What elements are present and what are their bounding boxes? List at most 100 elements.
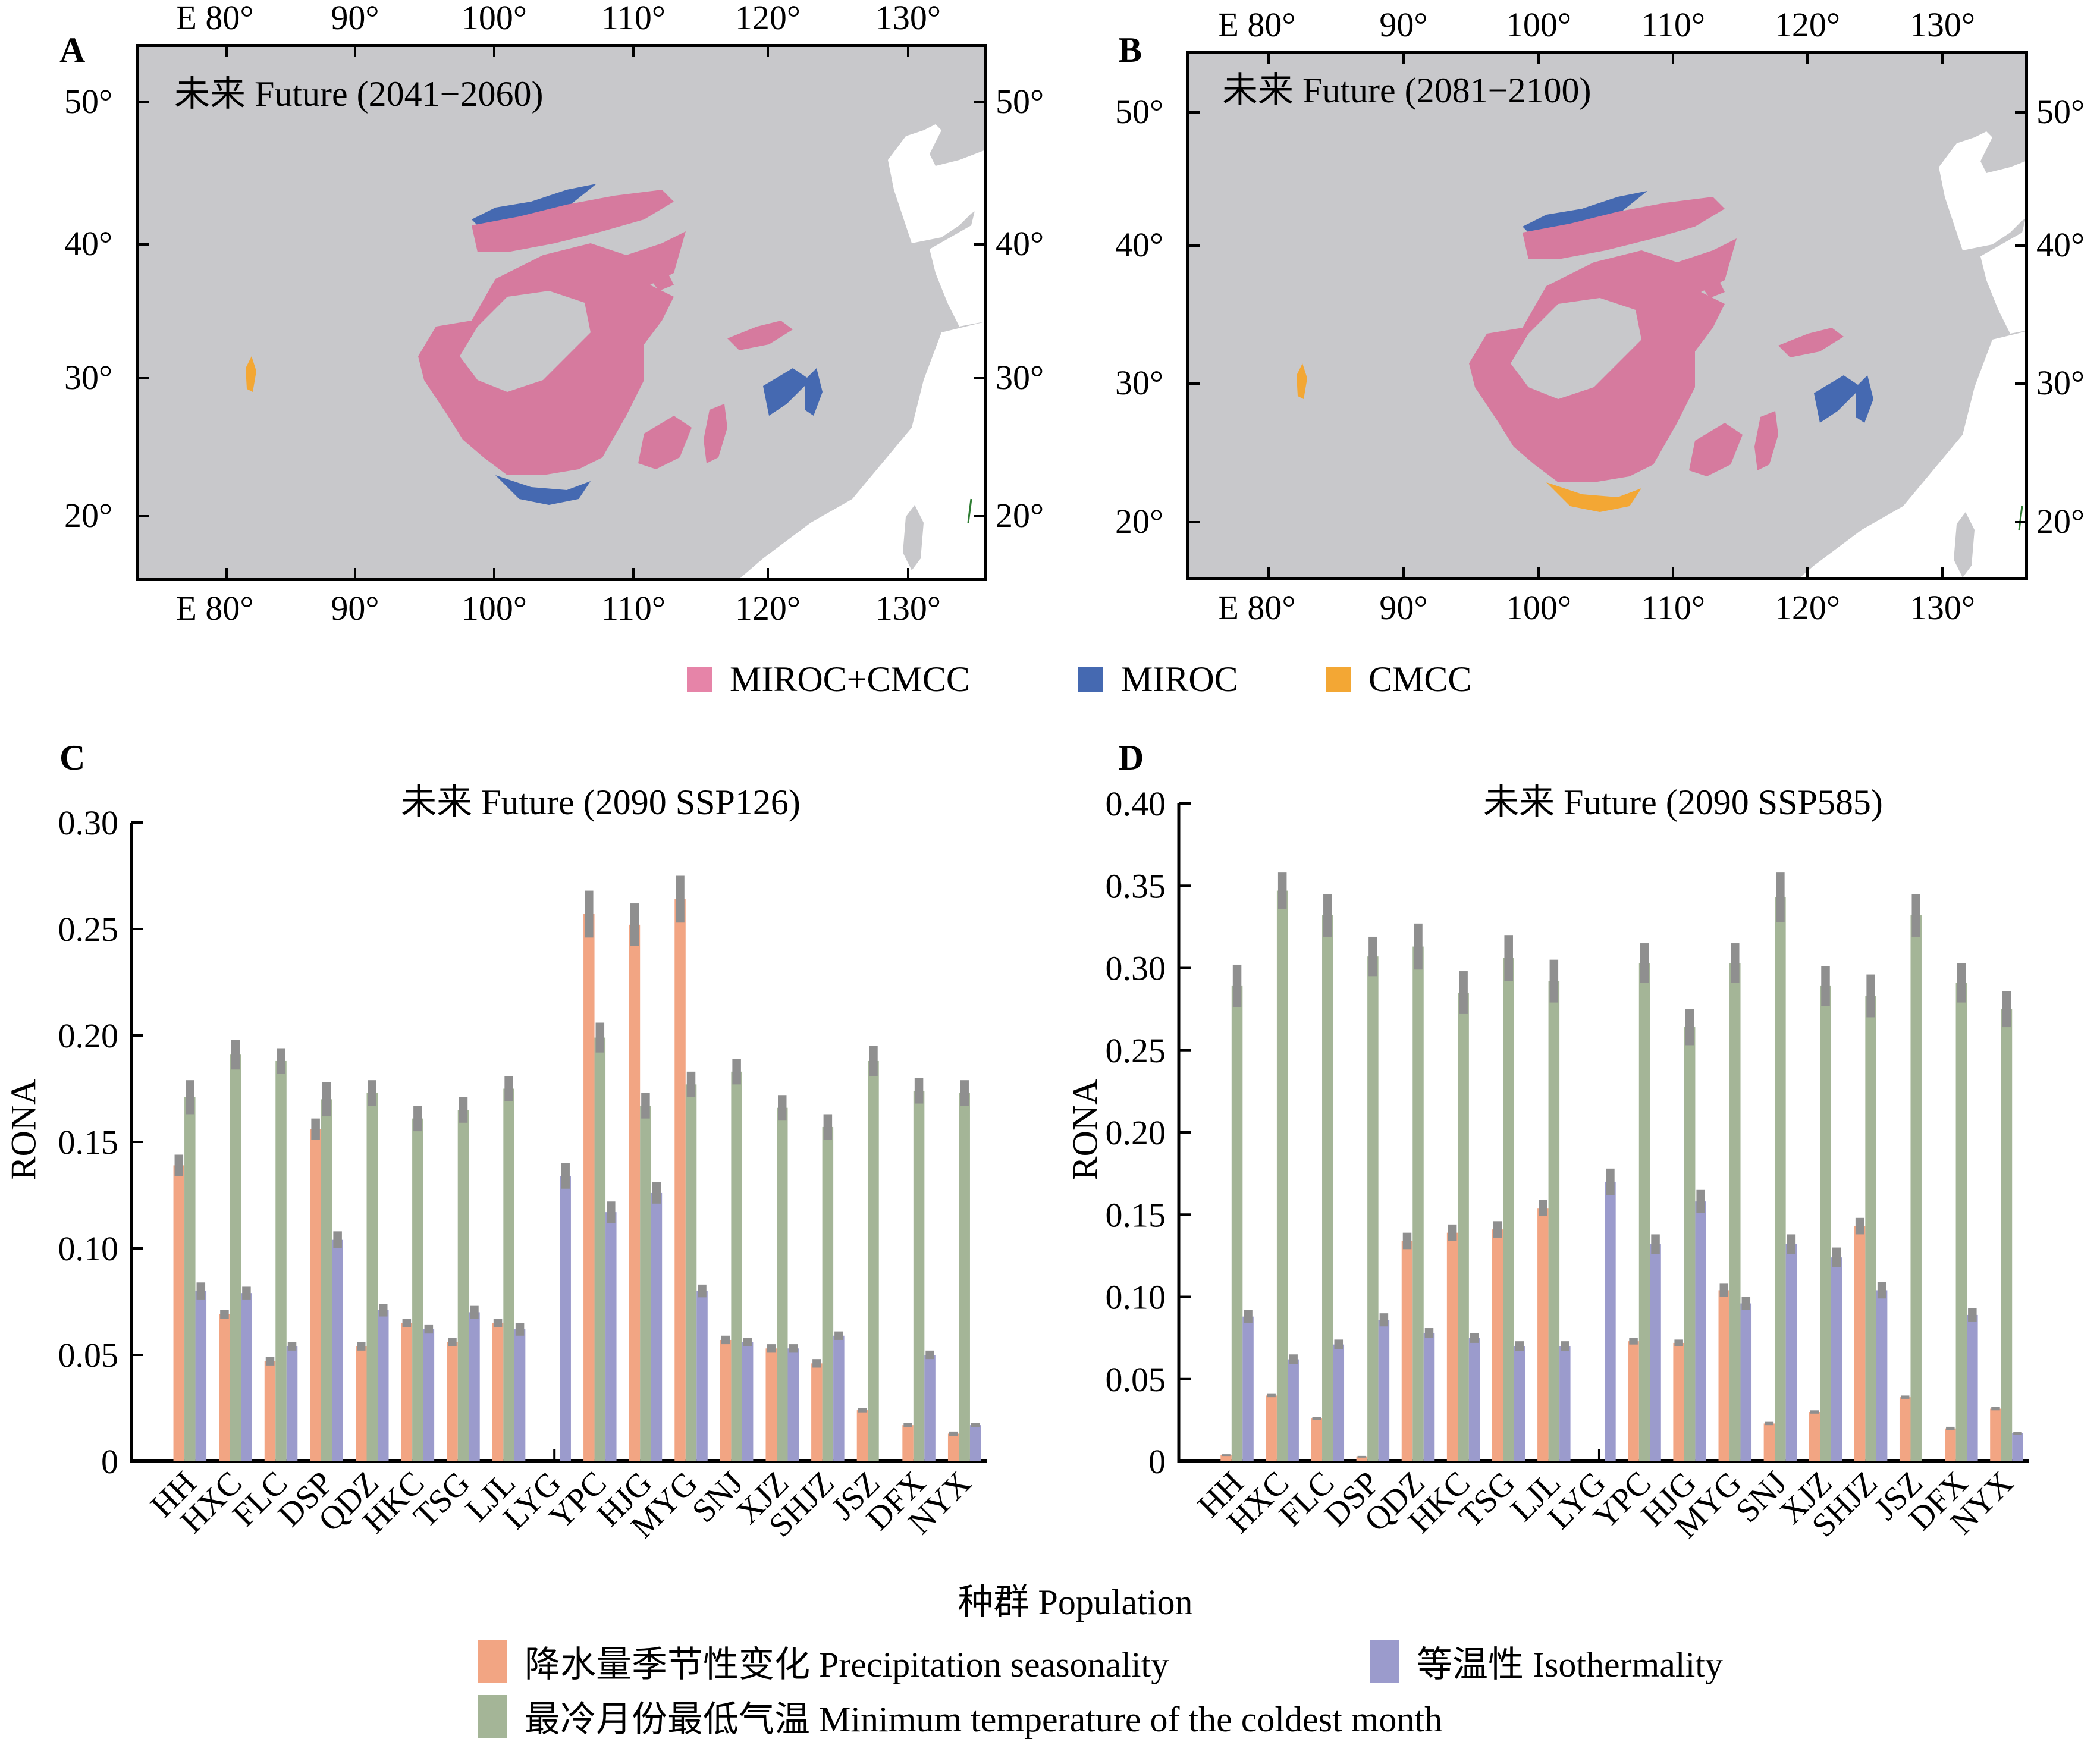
map-a-lat-tick-label: 40° <box>64 224 113 263</box>
bar-mintemp <box>1910 915 1922 1461</box>
error-bar <box>448 1338 457 1346</box>
error-bar <box>1900 1395 1910 1399</box>
bar-precip <box>1854 1226 1866 1461</box>
bar-isotherm <box>1242 1316 1254 1461</box>
bar-isotherm <box>423 1329 435 1461</box>
bar-isotherm <box>1514 1346 1525 1461</box>
bar-precip <box>1673 1342 1684 1461</box>
miroc-fringe-north <box>472 184 597 231</box>
bar-mintemp <box>1276 890 1288 1461</box>
map-a-lon-tick-label: E 80° <box>175 0 254 37</box>
map-tick-mark <box>632 568 635 579</box>
suitable-region-north <box>472 190 674 252</box>
bar-precip <box>856 1410 868 1461</box>
error-bar <box>630 903 639 946</box>
bar-mintemp <box>959 1093 970 1461</box>
map-tick-mark <box>767 568 769 579</box>
error-bar <box>1334 1339 1344 1349</box>
bar-isotherm <box>1333 1344 1345 1461</box>
error-bar <box>914 1078 924 1104</box>
map-tick-mark <box>1941 567 1944 578</box>
bar-precip <box>811 1363 823 1461</box>
map-b-lat-tick-label: 30° <box>2036 363 2085 402</box>
bar-mintemp <box>640 1106 651 1461</box>
error-bar <box>1470 1333 1479 1343</box>
error-bar <box>686 1071 696 1097</box>
map-tick-mark <box>1189 382 1200 385</box>
error-bar <box>971 1423 980 1427</box>
bar-mintemp <box>275 1060 287 1461</box>
error-bar <box>1539 1200 1547 1217</box>
map-a: 未来 Future (2041−2060) <box>136 44 987 581</box>
y-tick-label: 0.10 <box>58 1229 119 1268</box>
error-bar <box>1968 1308 1977 1322</box>
map-tick-mark <box>1267 54 1270 64</box>
map-b-lat-tick-label: 30° <box>1115 363 1164 402</box>
x-axis-title: 种群 Population <box>958 1583 1193 1622</box>
error-bar <box>1379 1313 1389 1327</box>
error-bar <box>1402 1232 1412 1250</box>
error-bar <box>1629 1338 1638 1345</box>
bar-isotherm <box>560 1176 571 1461</box>
error-bar <box>196 1282 206 1300</box>
map-a-lat-tick-label: 30° <box>996 358 1044 397</box>
bar-precip <box>1990 1408 2001 1461</box>
error-bar <box>1866 974 1875 1018</box>
legend-label-cmcc: CMCC <box>1368 660 1472 699</box>
bar-isotherm <box>833 1335 845 1461</box>
map-tick-mark <box>225 46 228 57</box>
chart-c-title: 未来 Future (2090 SSP126) <box>401 783 801 822</box>
error-bar <box>1357 1455 1367 1458</box>
patch-east-1 <box>727 321 793 350</box>
patch-west <box>246 356 256 392</box>
y-tick-label: 0 <box>1148 1442 1166 1481</box>
bar-isotherm <box>1288 1359 1299 1461</box>
bar-precip <box>447 1342 458 1461</box>
patch-west <box>1297 363 1307 399</box>
error-bar <box>1765 1421 1774 1426</box>
error-bar <box>470 1305 479 1319</box>
map-b-lon-tick-label: 110° <box>1640 588 1706 627</box>
map-a-lat-tick-label: 50° <box>996 82 1044 121</box>
error-bar <box>1674 1339 1683 1346</box>
bar-precip <box>1446 1232 1458 1461</box>
map-a-lat-tick-label: 20° <box>996 496 1044 535</box>
map-tick-mark <box>493 568 495 579</box>
bar-mintemp <box>913 1091 925 1461</box>
error-bar <box>1493 1221 1502 1238</box>
bar-isotherm <box>742 1342 754 1461</box>
sea-region <box>740 322 984 578</box>
map-tick-mark <box>1189 521 1200 523</box>
bar-mintemp <box>731 1071 742 1461</box>
legend-isothermality: 等温性 Isothermality <box>1370 1636 1723 1687</box>
error-bar <box>357 1342 366 1351</box>
error-bar <box>595 1022 605 1053</box>
legend-swatch-precip <box>478 1640 507 1683</box>
error-bar <box>1222 1454 1231 1457</box>
fringe-south <box>495 475 591 505</box>
bar-isotherm <box>1740 1303 1752 1461</box>
legend-swatch-cmcc <box>1326 667 1351 692</box>
y-tick-label: 0.05 <box>58 1336 119 1374</box>
error-bar <box>242 1286 251 1300</box>
map-b-lon-tick-label: 130° <box>1909 588 1976 627</box>
bar-precip <box>1628 1341 1639 1461</box>
map-tick-mark <box>1806 54 1809 64</box>
error-bar <box>504 1076 513 1101</box>
error-bar <box>1719 1283 1729 1297</box>
map-a-lat-tick-label: 20° <box>64 496 113 535</box>
error-bar <box>1504 935 1513 981</box>
legend-label-isothermality: 等温性 Isothermality <box>1417 1645 1723 1684</box>
error-bar <box>277 1048 285 1074</box>
taiwan-island <box>903 505 924 570</box>
map-tick-mark <box>1672 54 1674 64</box>
error-bar <box>1776 872 1785 922</box>
error-bar <box>1368 936 1377 977</box>
error-bar <box>1651 1234 1660 1254</box>
error-bar <box>1244 1310 1253 1323</box>
error-bar <box>413 1106 422 1132</box>
legend-min-temp: 最冷月份最低气温 Minimum temperature of the cold… <box>478 1690 1442 1742</box>
bar-isotherm <box>924 1355 936 1461</box>
map-tick-mark <box>1189 111 1200 114</box>
error-bar <box>1232 964 1242 1007</box>
